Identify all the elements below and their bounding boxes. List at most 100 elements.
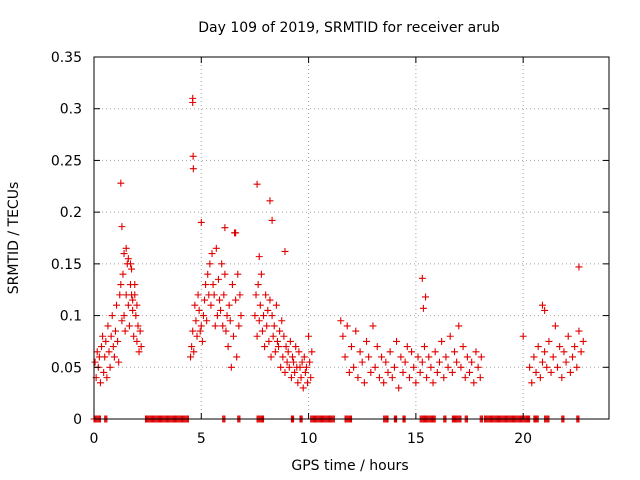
data-point	[444, 363, 452, 371]
data-point	[197, 322, 205, 330]
data-point	[474, 363, 482, 371]
data-point	[267, 353, 275, 361]
data-point	[273, 337, 281, 345]
data-point	[397, 353, 405, 361]
data-point	[117, 281, 125, 289]
data-point	[257, 270, 265, 278]
data-point	[414, 353, 422, 361]
data-point	[115, 358, 123, 366]
data-point	[105, 348, 113, 356]
data-point	[254, 281, 262, 289]
data-point	[281, 368, 289, 376]
data-point	[577, 348, 585, 356]
x-tick-label: 15	[407, 431, 425, 447]
data-point	[278, 317, 286, 325]
data-point	[418, 274, 426, 282]
data-point	[541, 306, 549, 314]
data-point	[388, 374, 396, 382]
data-point	[300, 353, 308, 361]
data-point	[202, 281, 210, 289]
data-point	[117, 179, 125, 187]
data-point	[197, 218, 205, 226]
data-point	[418, 358, 426, 366]
data-point	[189, 99, 197, 107]
data-point	[358, 358, 366, 366]
data-point	[301, 368, 309, 376]
data-point	[284, 348, 292, 356]
data-point	[102, 337, 110, 345]
data-point	[403, 343, 411, 351]
data-point	[457, 363, 465, 371]
data-point	[220, 291, 228, 299]
x-tick-label: 10	[300, 431, 318, 447]
data-point	[109, 343, 117, 351]
data-point	[566, 368, 574, 376]
data-point	[190, 348, 198, 356]
data-point	[280, 332, 288, 340]
data-point	[308, 348, 316, 356]
data-point	[209, 281, 217, 289]
data-point	[98, 343, 106, 351]
data-point	[453, 358, 461, 366]
x-tick-label: 0	[90, 431, 99, 447]
data-point	[128, 265, 136, 273]
data-point	[569, 353, 577, 361]
data-point	[266, 197, 274, 205]
data-point	[367, 368, 375, 376]
data-point	[290, 358, 298, 366]
y-tick-label: 0.05	[51, 360, 82, 376]
data-point	[268, 216, 276, 224]
data-points	[91, 94, 587, 392]
data-point	[287, 374, 295, 382]
data-point	[554, 363, 561, 371]
data-point	[345, 368, 353, 376]
data-point	[545, 337, 553, 345]
data-point	[534, 343, 542, 351]
data-point	[189, 152, 197, 160]
data-point	[288, 353, 296, 361]
data-point	[266, 296, 274, 304]
data-point	[110, 353, 118, 361]
data-point	[294, 379, 302, 387]
data-point	[558, 374, 566, 382]
data-point	[560, 348, 568, 356]
data-point	[108, 312, 116, 320]
data-point	[116, 291, 124, 299]
data-point	[122, 244, 130, 252]
data-point	[380, 379, 388, 387]
data-point	[252, 291, 260, 299]
data-point	[277, 363, 285, 371]
data-point	[378, 353, 386, 361]
data-point	[191, 301, 199, 309]
y-tick-label: 0	[73, 412, 82, 428]
data-point	[265, 337, 273, 345]
data-point	[468, 358, 476, 366]
x-tick-label: 20	[514, 431, 532, 447]
data-point	[337, 317, 345, 325]
data-point	[275, 343, 283, 351]
data-point	[298, 358, 306, 366]
data-point	[193, 332, 201, 340]
data-point	[120, 250, 128, 258]
data-point	[234, 270, 242, 278]
data-point	[134, 322, 142, 330]
data-point	[435, 358, 443, 366]
data-point	[279, 353, 287, 361]
data-point	[196, 327, 204, 335]
data-point	[130, 332, 138, 340]
data-point	[536, 374, 544, 382]
data-point	[270, 322, 278, 330]
data-point	[118, 223, 126, 231]
data-point	[125, 322, 133, 330]
data-point	[111, 327, 119, 335]
data-point	[419, 304, 427, 312]
data-point	[356, 348, 364, 356]
data-point	[461, 374, 469, 382]
data-point	[373, 343, 381, 351]
data-point	[268, 312, 276, 320]
data-point	[189, 165, 197, 173]
data-point	[363, 337, 371, 345]
data-point	[208, 250, 216, 258]
data-point	[306, 358, 314, 366]
data-point	[233, 353, 241, 361]
